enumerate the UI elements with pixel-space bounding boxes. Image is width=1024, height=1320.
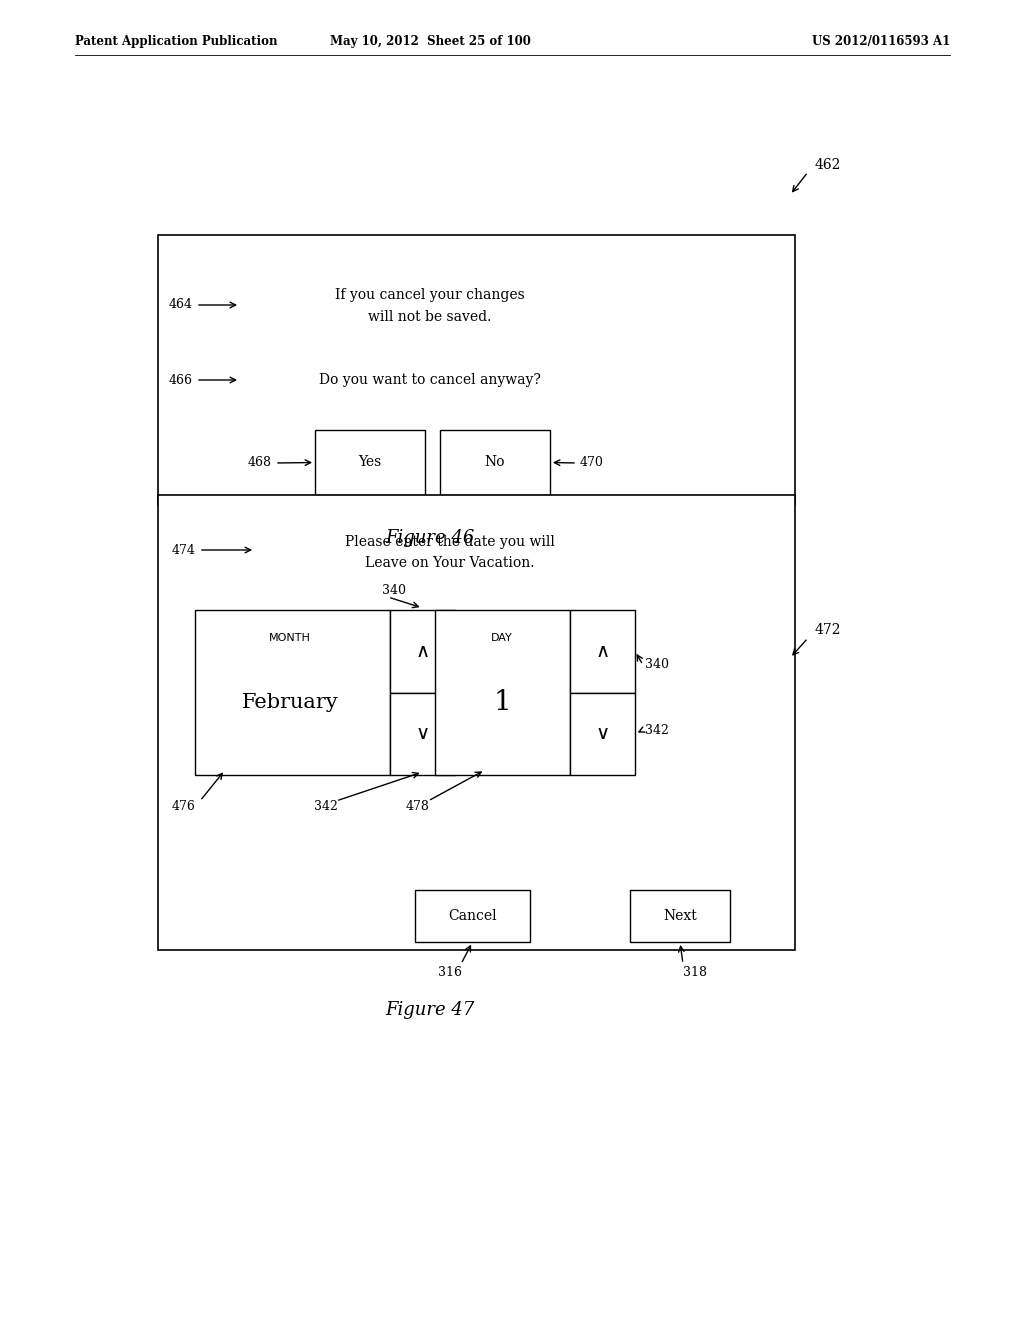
Bar <box>158 495 795 950</box>
Bar <box>390 610 455 693</box>
Text: 1: 1 <box>494 689 511 715</box>
Text: 462: 462 <box>815 158 842 172</box>
Text: 340: 340 <box>645 659 669 672</box>
Text: Next: Next <box>664 909 697 923</box>
Text: May 10, 2012  Sheet 25 of 100: May 10, 2012 Sheet 25 of 100 <box>330 36 530 49</box>
Bar <box>315 430 425 495</box>
Text: MONTH: MONTH <box>269 634 311 643</box>
Text: will not be saved.: will not be saved. <box>369 310 492 323</box>
Text: 470: 470 <box>580 457 604 470</box>
Text: 466: 466 <box>169 374 193 387</box>
Text: 342: 342 <box>645 723 669 737</box>
Text: 468: 468 <box>248 457 272 470</box>
Text: 340: 340 <box>382 583 406 597</box>
Text: Cancel: Cancel <box>449 909 497 923</box>
Text: Figure 47: Figure 47 <box>385 1001 475 1019</box>
Text: 318: 318 <box>683 965 707 978</box>
Bar <box>390 693 455 775</box>
Text: US 2012/0116593 A1: US 2012/0116593 A1 <box>812 36 950 49</box>
Bar <box>570 693 635 775</box>
Text: If you cancel your changes: If you cancel your changes <box>335 288 525 302</box>
Text: DAY: DAY <box>492 634 513 643</box>
Text: 342: 342 <box>314 800 338 813</box>
Bar <box>630 890 730 942</box>
Text: Figure 46: Figure 46 <box>385 529 475 546</box>
Text: ∨: ∨ <box>416 725 430 743</box>
Text: ∨: ∨ <box>595 725 609 743</box>
Text: Please enter the date you will: Please enter the date you will <box>345 535 555 549</box>
Bar <box>195 610 390 775</box>
Text: No: No <box>484 455 505 470</box>
Text: 464: 464 <box>169 298 193 312</box>
Text: 476: 476 <box>171 800 195 813</box>
Bar <box>570 610 635 693</box>
Bar <box>440 430 550 495</box>
Bar <box>415 890 530 942</box>
Text: 316: 316 <box>438 965 462 978</box>
Text: February: February <box>242 693 338 711</box>
Bar <box>435 610 570 775</box>
Text: 472: 472 <box>815 623 842 638</box>
Text: Leave on Your Vacation.: Leave on Your Vacation. <box>366 556 535 570</box>
Text: Yes: Yes <box>358 455 382 470</box>
Text: 474: 474 <box>172 544 196 557</box>
Text: ∧: ∧ <box>595 642 609 661</box>
Text: Patent Application Publication: Patent Application Publication <box>75 36 278 49</box>
Text: ∧: ∧ <box>416 642 430 661</box>
Text: 478: 478 <box>407 800 430 813</box>
Text: Do you want to cancel anyway?: Do you want to cancel anyway? <box>319 374 541 387</box>
Bar <box>158 235 795 506</box>
